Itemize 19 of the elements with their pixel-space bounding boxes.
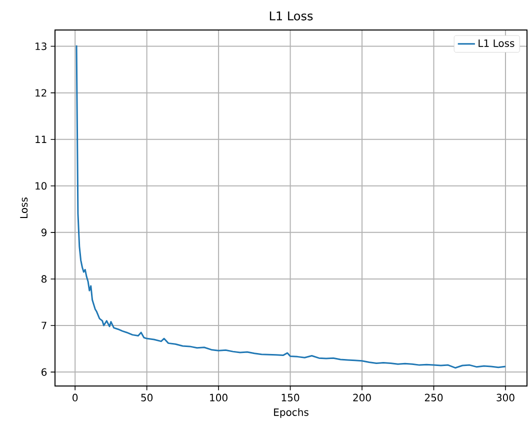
y-tick-label: 10 <box>36 182 47 190</box>
x-tick-label: 250 <box>424 394 443 402</box>
x-tick-label: 0 <box>72 394 78 402</box>
y-tick-label: 8 <box>42 275 47 283</box>
y-tick-label: 11 <box>36 136 46 143</box>
y-tick-label: 7 <box>42 322 46 330</box>
x-tick-label: 100 <box>210 394 228 402</box>
x-axis-title: Epochs <box>274 408 308 418</box>
x-tick-label: 50 <box>141 394 153 402</box>
x-tick-label: 150 <box>282 394 300 402</box>
x-tick-label: 300 <box>496 394 514 402</box>
legend-label: L1 Loss <box>478 40 514 47</box>
y-tick-label: 12 <box>36 89 46 97</box>
y-tick-label: 6 <box>42 368 47 376</box>
chart-title: L1 Loss <box>270 12 313 20</box>
y-axis-title: Loss <box>20 198 28 218</box>
y-tick-label: 9 <box>41 228 46 236</box>
x-tick-label: 200 <box>353 394 371 402</box>
y-tick-label: 13 <box>36 42 46 50</box>
